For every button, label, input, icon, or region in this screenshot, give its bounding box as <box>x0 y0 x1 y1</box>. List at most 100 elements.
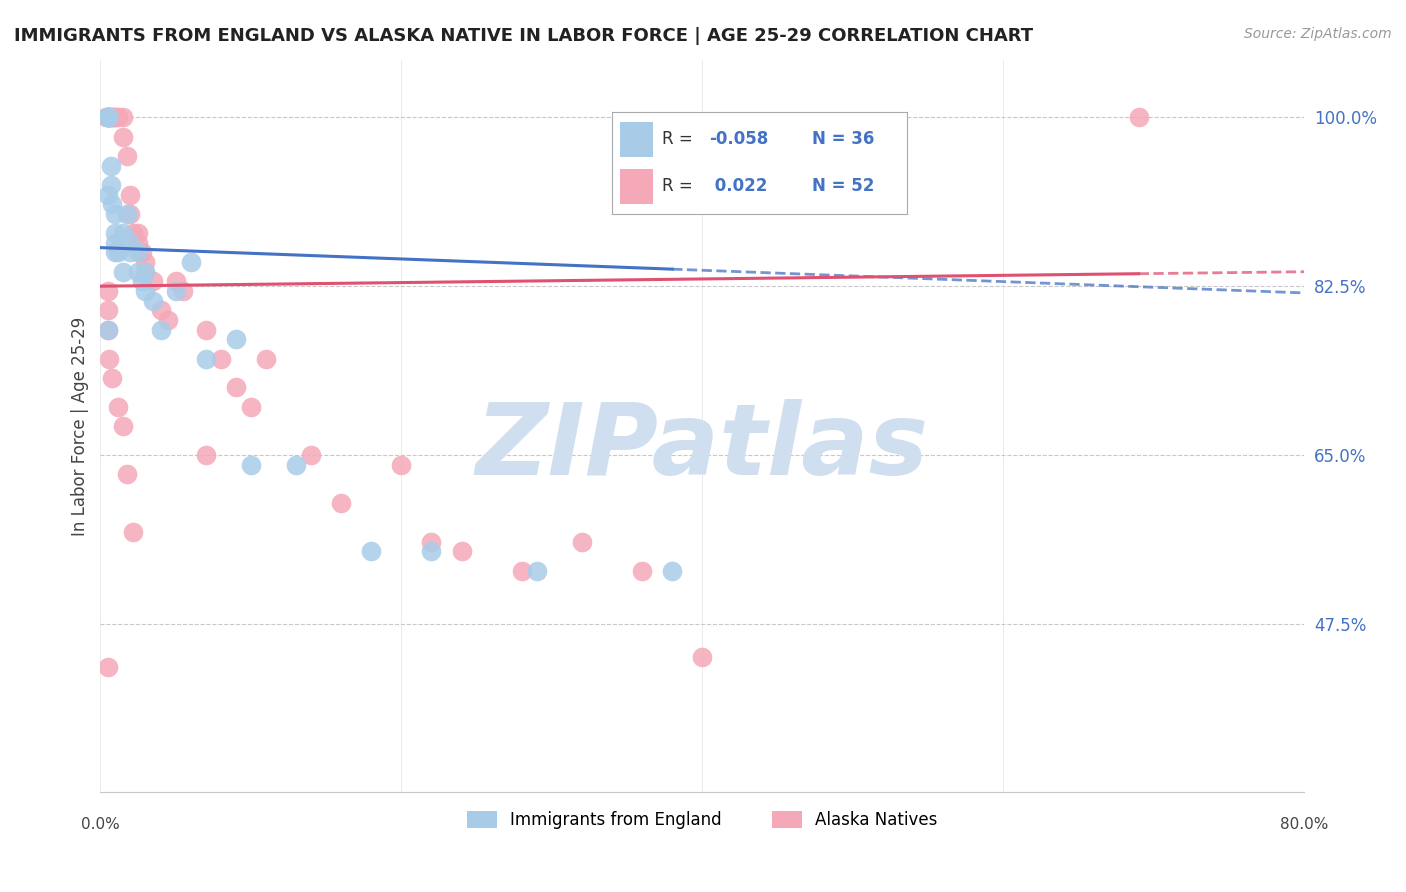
Point <box>194 351 217 366</box>
Point <box>120 187 142 202</box>
Point <box>101 197 124 211</box>
Point <box>389 458 412 472</box>
Point <box>100 111 122 125</box>
Point <box>134 284 156 298</box>
Point <box>165 274 187 288</box>
Point <box>97 111 120 125</box>
Text: R =: R = <box>662 178 697 195</box>
Text: 0.022: 0.022 <box>709 178 768 195</box>
Point <box>450 544 472 558</box>
Point <box>131 245 153 260</box>
Point <box>104 111 127 125</box>
Point <box>690 650 713 665</box>
Point <box>96 111 118 125</box>
Point <box>97 284 120 298</box>
Point <box>299 448 322 462</box>
FancyBboxPatch shape <box>620 122 652 157</box>
Point <box>157 313 180 327</box>
Point <box>98 351 121 366</box>
Point <box>104 207 127 221</box>
Point <box>97 111 120 125</box>
Point <box>131 274 153 288</box>
Point <box>661 564 683 578</box>
Point <box>104 235 127 250</box>
Point <box>122 524 145 539</box>
Text: N = 36: N = 36 <box>813 130 875 148</box>
Text: ZIPatlas: ZIPatlas <box>475 400 929 497</box>
Point <box>122 226 145 240</box>
Point <box>127 226 149 240</box>
Point <box>111 129 134 144</box>
Point <box>117 149 139 163</box>
Point <box>285 458 308 472</box>
Text: 0.0%: 0.0% <box>82 817 120 832</box>
Point <box>127 235 149 250</box>
Point <box>97 322 120 336</box>
Text: IMMIGRANTS FROM ENGLAND VS ALASKA NATIVE IN LABOR FORCE | AGE 25-29 CORRELATION : IMMIGRANTS FROM ENGLAND VS ALASKA NATIVE… <box>14 27 1033 45</box>
Point <box>254 351 277 366</box>
Point <box>209 351 232 366</box>
Point <box>97 660 120 674</box>
Point <box>98 111 121 125</box>
Point <box>194 448 217 462</box>
Point <box>149 303 172 318</box>
Point <box>330 496 353 510</box>
Text: N = 52: N = 52 <box>813 178 875 195</box>
Point <box>97 303 120 318</box>
Point <box>111 111 134 125</box>
Point <box>111 226 134 240</box>
Point <box>100 111 122 125</box>
Point <box>107 245 129 260</box>
Point <box>104 245 127 260</box>
Point <box>97 111 120 125</box>
Point <box>101 111 124 125</box>
Point <box>97 187 120 202</box>
Point <box>142 274 165 288</box>
Text: -0.058: -0.058 <box>709 130 768 148</box>
Point <box>127 265 149 279</box>
Point <box>180 255 202 269</box>
Point <box>117 467 139 482</box>
Point <box>420 544 443 558</box>
Point <box>239 400 262 414</box>
Point <box>104 226 127 240</box>
Point <box>165 284 187 298</box>
Point <box>120 207 142 221</box>
Text: R =: R = <box>662 130 697 148</box>
Point <box>194 322 217 336</box>
Point <box>104 111 127 125</box>
Point <box>100 159 122 173</box>
Legend: Immigrants from England, Alaska Natives: Immigrants from England, Alaska Natives <box>460 804 945 836</box>
Point <box>149 322 172 336</box>
Point <box>225 332 247 346</box>
Text: Source: ZipAtlas.com: Source: ZipAtlas.com <box>1244 27 1392 41</box>
Point <box>97 111 120 125</box>
Point <box>134 265 156 279</box>
Point <box>111 419 134 434</box>
Point <box>420 534 443 549</box>
Point <box>134 265 156 279</box>
Y-axis label: In Labor Force | Age 25-29: In Labor Force | Age 25-29 <box>72 317 89 535</box>
Point <box>172 284 194 298</box>
Point <box>107 111 129 125</box>
Point <box>526 564 548 578</box>
Point <box>100 178 122 192</box>
Point <box>142 293 165 308</box>
Point <box>97 111 120 125</box>
Point <box>97 111 120 125</box>
Point <box>225 380 247 394</box>
Point <box>101 371 124 385</box>
Point <box>111 265 134 279</box>
Point <box>120 235 142 250</box>
Point <box>97 322 120 336</box>
Point <box>360 544 382 558</box>
Point <box>117 207 139 221</box>
Point <box>127 245 149 260</box>
Point <box>239 458 262 472</box>
Point <box>571 534 593 549</box>
FancyBboxPatch shape <box>620 169 652 204</box>
Point <box>120 245 142 260</box>
Point <box>631 564 654 578</box>
Point <box>1128 111 1150 125</box>
Point <box>510 564 533 578</box>
